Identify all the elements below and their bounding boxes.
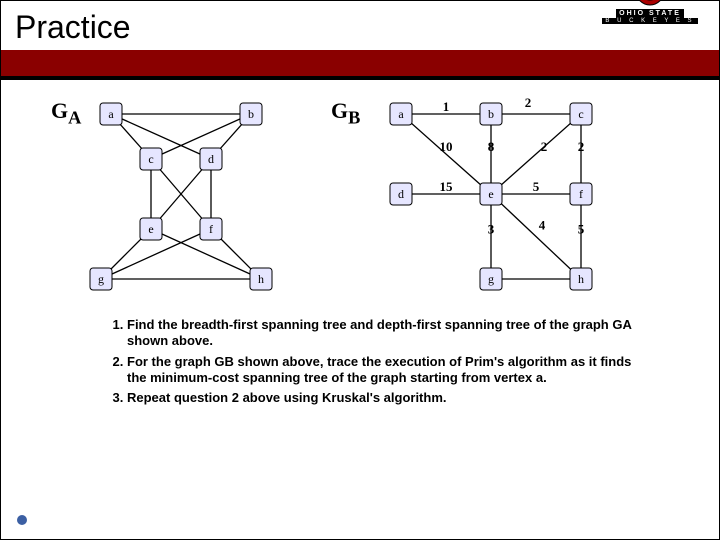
edge-weight: 1 xyxy=(443,99,450,114)
graph-gb-wrap: GB 1 10 8 2 2 2 15 5 3 4 5 a b c d e f g h xyxy=(331,94,631,309)
edge-weight: 2 xyxy=(541,139,548,154)
edge-weight: 5 xyxy=(578,222,585,237)
brand-text-1: OHIO STATE xyxy=(616,9,684,18)
node-label: b xyxy=(248,107,254,121)
graph-ga-wrap: GA a b c d e f g h xyxy=(51,94,291,309)
question-item: Find the breadth-first spanning tree and… xyxy=(127,317,639,350)
node-label: h xyxy=(578,272,584,286)
node-label: b xyxy=(488,107,494,121)
node-label: g xyxy=(98,272,104,286)
node-label: d xyxy=(208,152,214,166)
edge-weight: 8 xyxy=(488,139,495,154)
bullet-icon xyxy=(17,515,27,525)
node-label: a xyxy=(398,107,404,121)
node-label: h xyxy=(258,272,264,286)
edge-weight: 10 xyxy=(440,139,453,154)
edge-weight: 5 xyxy=(533,179,540,194)
gb-label: GB xyxy=(331,98,360,128)
graph-gb: 1 10 8 2 2 2 15 5 3 4 5 a b c d e f g h xyxy=(331,94,631,304)
content: GA a b c d e f g h GB 1 10 8 2 2 2 15 5 3 4 5 a b c d e f g h Fin… xyxy=(1,80,719,406)
edge-weight: 15 xyxy=(440,179,454,194)
slide: Practice OHIO STATE B U C K E Y E S GA xyxy=(0,0,720,540)
question-list: Find the breadth-first spanning tree and… xyxy=(51,309,669,406)
ga-label: GA xyxy=(51,98,81,128)
node-label: c xyxy=(148,152,153,166)
node-label: e xyxy=(148,222,153,236)
brand-bar: OHIO STATE B U C K E Y E S xyxy=(1,50,719,76)
brand-text-2: B U C K E Y E S xyxy=(602,18,697,24)
edge-weight: 2 xyxy=(525,95,532,110)
node-label: c xyxy=(578,107,583,121)
node-label: d xyxy=(398,187,404,201)
question-item: For the graph GB shown above, trace the … xyxy=(127,354,639,387)
charts-row: GA a b c d e f g h GB 1 10 8 2 2 2 15 5 3 4 5 a b c d e f g h xyxy=(51,94,669,309)
edge-weight: 3 xyxy=(488,222,495,237)
edge xyxy=(491,194,581,279)
brand-logo: OHIO STATE B U C K E Y E S xyxy=(595,0,705,33)
title-area: Practice OHIO STATE B U C K E Y E S xyxy=(1,1,719,80)
question-item: Repeat question 2 above using Kruskal's … xyxy=(127,390,639,406)
node-label: f xyxy=(209,222,213,236)
node-label: f xyxy=(579,187,583,201)
edge-weight: 2 xyxy=(578,139,585,154)
graph-ga: a b c d e f g h xyxy=(51,94,291,304)
edge-weight: 4 xyxy=(539,218,546,233)
node-label: e xyxy=(488,187,493,201)
node-label: a xyxy=(108,107,114,121)
node-label: g xyxy=(488,272,494,286)
